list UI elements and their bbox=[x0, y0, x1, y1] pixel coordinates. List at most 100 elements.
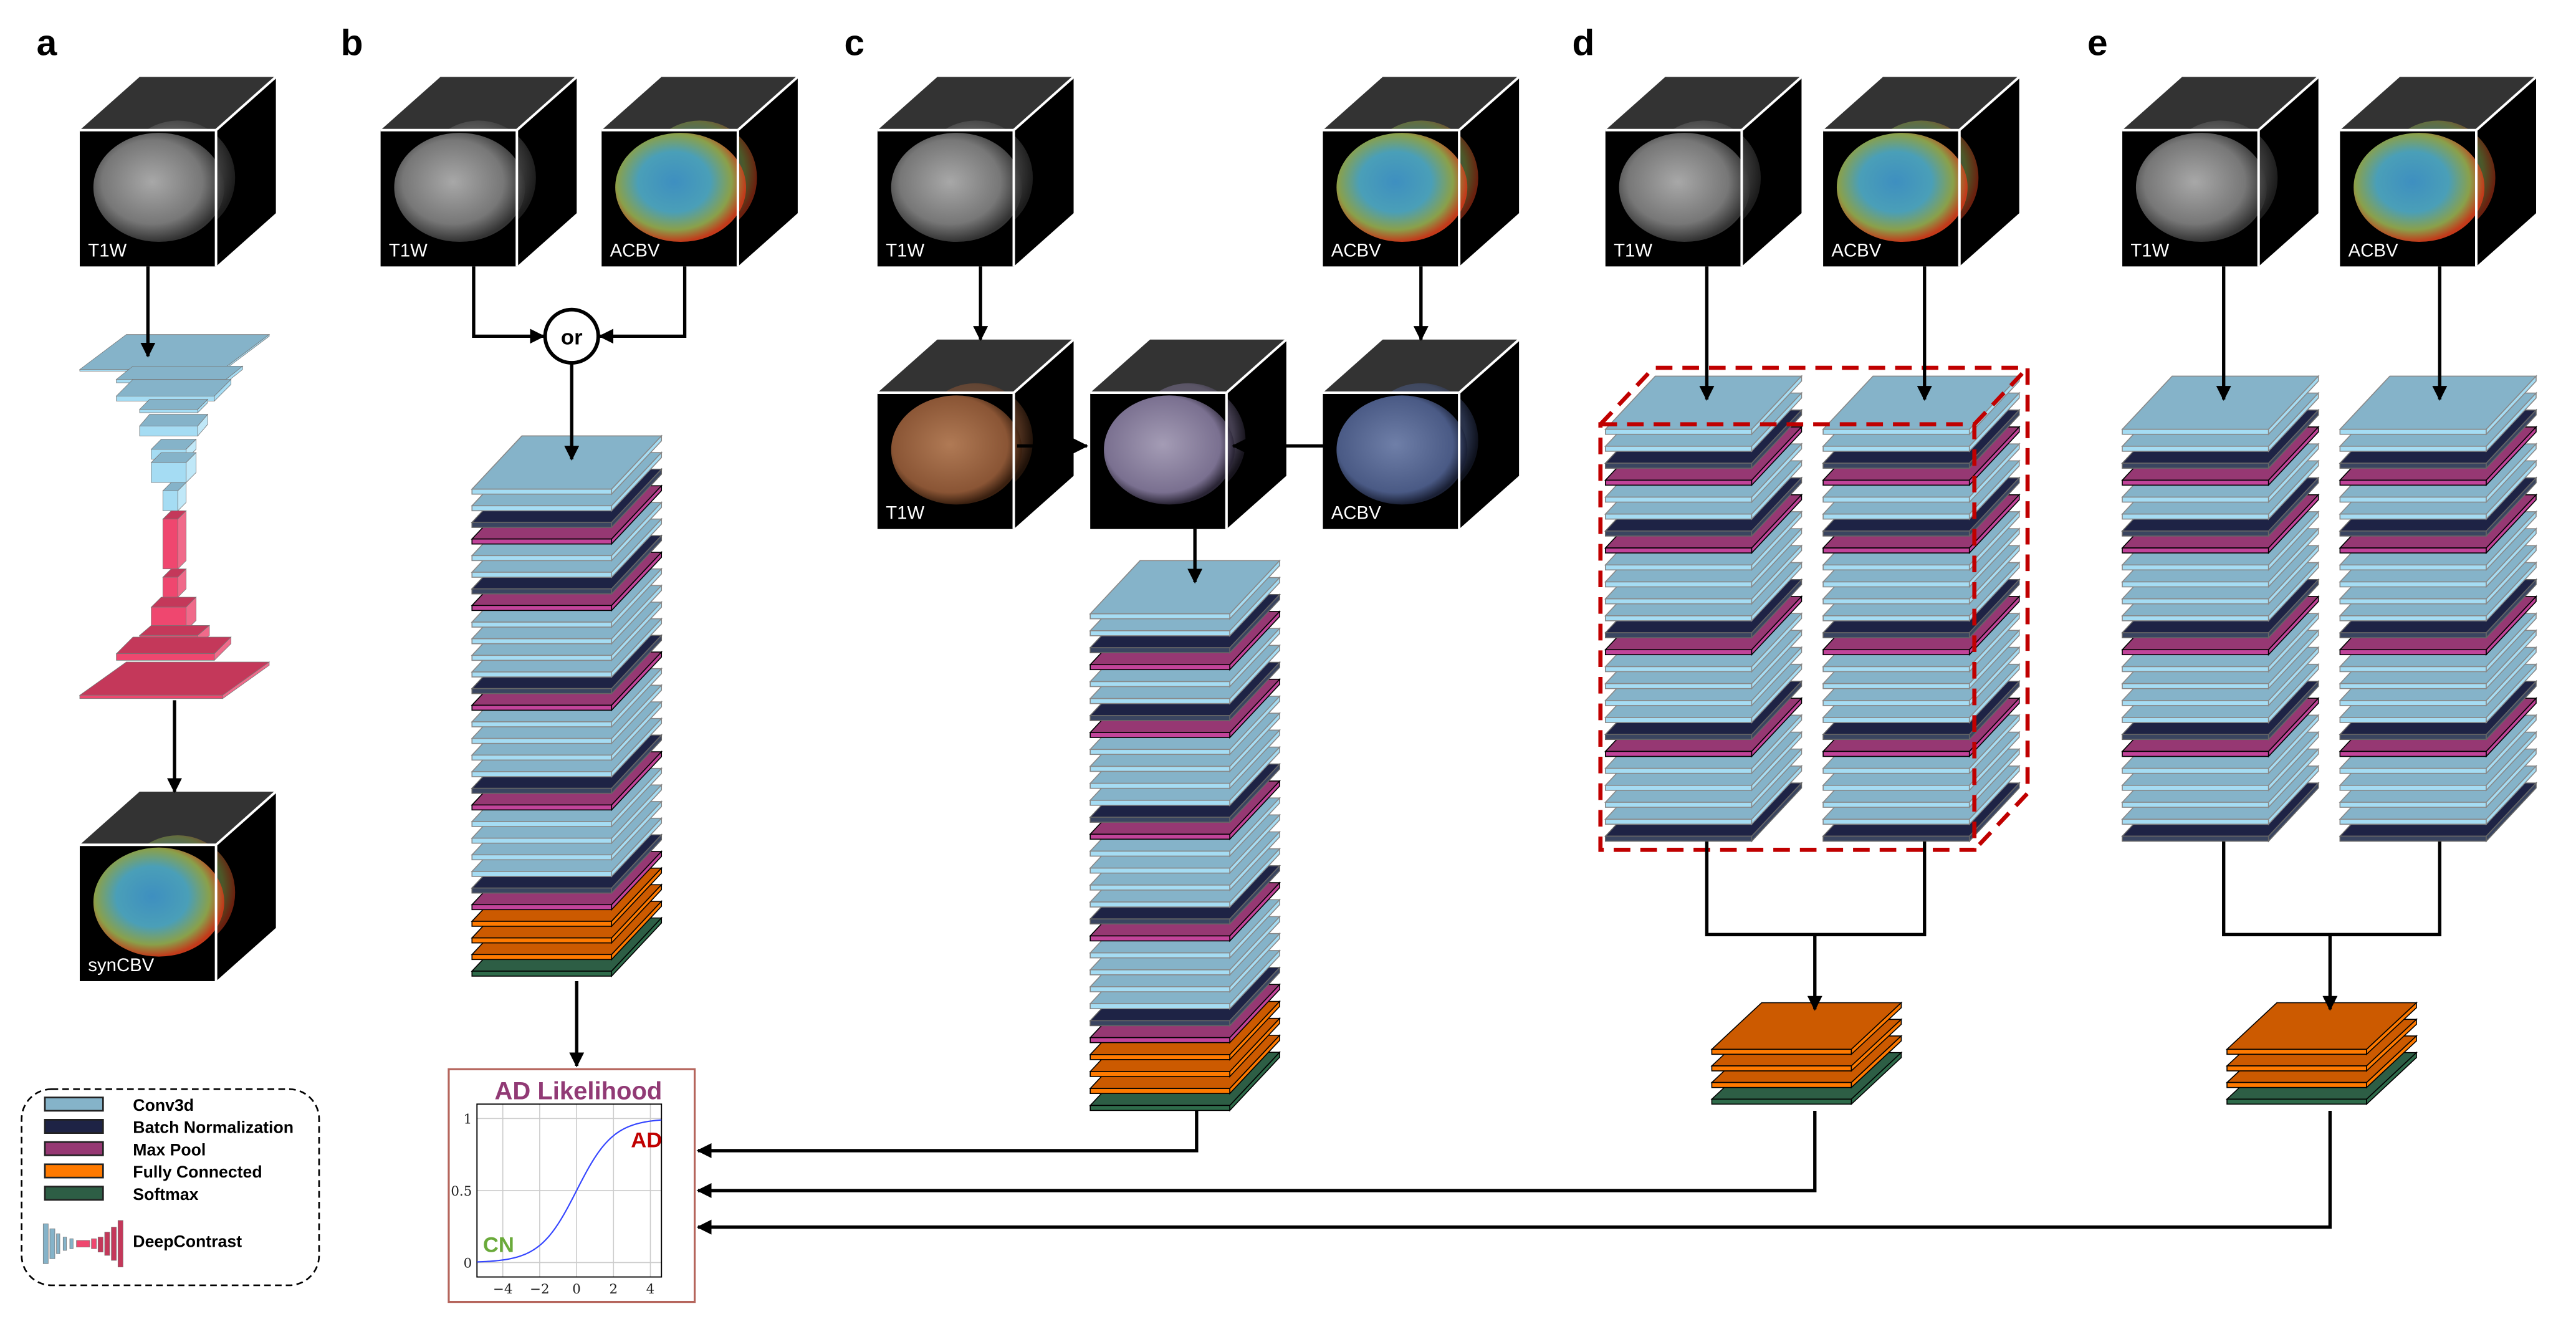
decoder-slab bbox=[162, 568, 187, 598]
cube-edge bbox=[215, 790, 277, 846]
layer-conv bbox=[471, 434, 663, 496]
arrow bbox=[472, 266, 545, 344]
ad-likelihood-chart: AD Likelihood −4 −2 0 2 4 0 0.5 1 AD CN bbox=[448, 1068, 696, 1303]
cube-label: T1W bbox=[389, 240, 428, 261]
cube-edge bbox=[2475, 75, 2537, 132]
connector-line bbox=[2222, 841, 2442, 936]
cube-top-face bbox=[1090, 339, 1286, 393]
brain-image bbox=[891, 133, 1022, 242]
brain-image bbox=[93, 847, 224, 957]
brain-volume-cube: synCBV bbox=[79, 790, 277, 981]
cube-side-face bbox=[517, 77, 577, 267]
cube-side-face bbox=[1013, 339, 1074, 529]
brain-image bbox=[2135, 133, 2267, 242]
encoder-slab bbox=[162, 482, 187, 512]
cube-side-face bbox=[1741, 77, 1802, 267]
brain-image bbox=[1619, 133, 1750, 242]
layer-stack bbox=[2226, 1001, 2418, 1106]
cube-edge bbox=[215, 75, 277, 132]
sigmoid-curve bbox=[477, 1119, 662, 1263]
panel-label-a: a bbox=[37, 23, 57, 64]
layer-stack bbox=[2121, 375, 2320, 843]
arrow bbox=[696, 1110, 1817, 1198]
brain-volume-cube: T1W bbox=[380, 75, 578, 267]
box-edge bbox=[1973, 366, 2029, 426]
layer-stacks bbox=[471, 375, 2537, 1112]
layer-conv bbox=[1604, 375, 1803, 436]
decoder-slab bbox=[115, 636, 232, 661]
legend-swatch-sm bbox=[44, 1186, 104, 1201]
brain-image bbox=[891, 395, 1022, 505]
cube-top-face bbox=[1823, 77, 2019, 130]
panel-label-e: e bbox=[2087, 23, 2108, 64]
cube-edge bbox=[1225, 338, 1288, 394]
cube-edge bbox=[1323, 391, 1461, 529]
legend-label-bn: Batch Normalization bbox=[133, 1118, 294, 1137]
cube-side-face bbox=[1459, 339, 1520, 529]
y-tick-label: 0.5 bbox=[451, 1184, 472, 1199]
cube-top-face bbox=[380, 77, 577, 130]
layer-stack bbox=[471, 434, 663, 977]
cube-edge bbox=[2258, 75, 2320, 132]
layer-conv bbox=[2121, 375, 2320, 436]
cube-top-face bbox=[1323, 339, 1520, 393]
cube-label: synCBV bbox=[88, 955, 154, 976]
arrow bbox=[696, 1110, 2332, 1235]
cube-top-face bbox=[79, 791, 276, 845]
chart-title: AD Likelihood bbox=[495, 1077, 663, 1105]
cube-label: T1W bbox=[88, 240, 127, 261]
brain-image bbox=[1836, 133, 1968, 242]
legend: Conv3d Batch Normalization Max Pool Fully C… bbox=[21, 1088, 320, 1287]
legend-label-fc: Fully Connected bbox=[133, 1163, 262, 1181]
y-tick-label: 1 bbox=[464, 1111, 472, 1127]
brain-volume-cube: T1W bbox=[79, 75, 277, 267]
cube-edge bbox=[737, 75, 799, 132]
cube-edge bbox=[1090, 391, 1228, 529]
brain-image bbox=[1336, 133, 1468, 242]
brain-volume-cube bbox=[1090, 338, 1288, 529]
layer-stack bbox=[2339, 375, 2537, 843]
layer-fc bbox=[1710, 1001, 1903, 1056]
legend-swatch-bn bbox=[44, 1119, 104, 1134]
or-label: or bbox=[561, 326, 583, 350]
cube-top-face bbox=[877, 77, 1074, 130]
connectors bbox=[140, 266, 2448, 1235]
y-tick-label: 0 bbox=[464, 1255, 472, 1271]
cube-top-face bbox=[1323, 77, 1520, 130]
annotation-ad: AD bbox=[631, 1129, 662, 1153]
cube-edge bbox=[1458, 338, 1520, 394]
decoder-slab bbox=[162, 510, 187, 570]
shared-branch-highlight-box bbox=[1598, 365, 2030, 852]
x-tick-label: −4 bbox=[493, 1282, 512, 1297]
x-tick-label: 4 bbox=[646, 1282, 655, 1297]
or-node: or bbox=[543, 307, 600, 365]
connector-line bbox=[1705, 841, 1927, 936]
brain-volume-cube: T1W bbox=[877, 338, 1075, 529]
encoder-slab bbox=[139, 398, 209, 413]
cube-side-face bbox=[2476, 77, 2537, 267]
encoder-slab bbox=[115, 378, 232, 402]
legend-swatch-conv bbox=[44, 1096, 104, 1112]
cube-label: ACBV bbox=[1331, 240, 1381, 261]
arrow bbox=[598, 266, 687, 344]
brain-volume-cube: ACBV bbox=[1823, 75, 2021, 267]
input-volumes: T1W synCBV T1W ACBV T1W ACBV T1W ACBV T1W ACBV T1W… bbox=[79, 75, 2537, 981]
box-front-edges bbox=[1598, 422, 1977, 852]
brain-volume-cube: ACBV bbox=[1323, 338, 1520, 529]
cube-label: ACBV bbox=[1331, 503, 1381, 524]
panel-label-b: b bbox=[341, 23, 363, 64]
cube-label: ACBV bbox=[610, 240, 660, 261]
x-tick-label: −2 bbox=[530, 1282, 549, 1297]
x-tick-label: 2 bbox=[610, 1282, 618, 1297]
cube-top-face bbox=[877, 339, 1074, 393]
cube-side-face bbox=[1226, 339, 1286, 529]
cube-edge bbox=[1458, 75, 1520, 132]
brain-volume-cube: T1W bbox=[1605, 75, 1803, 267]
cube-edge bbox=[1013, 338, 1075, 394]
cube-side-face bbox=[1959, 77, 2019, 267]
encoder-slab bbox=[79, 333, 271, 372]
brain-volume-cube: ACBV bbox=[2340, 75, 2537, 267]
cube-label: T1W bbox=[1614, 240, 1652, 261]
plot-frame bbox=[476, 1103, 663, 1278]
layer-fc bbox=[2226, 1001, 2418, 1056]
